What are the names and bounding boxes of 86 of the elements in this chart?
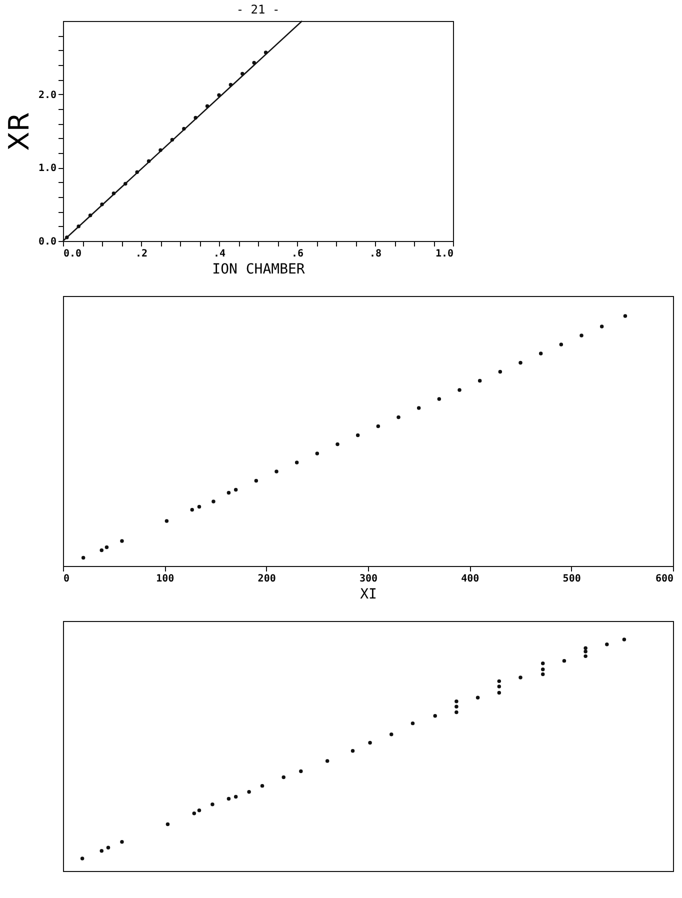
point bbox=[476, 696, 480, 700]
point bbox=[80, 856, 84, 860]
point bbox=[100, 548, 104, 552]
point bbox=[410, 721, 415, 726]
point bbox=[104, 545, 109, 550]
point bbox=[600, 324, 604, 328]
point bbox=[458, 388, 462, 392]
point bbox=[210, 802, 214, 806]
x-tick-label: 300 bbox=[359, 574, 378, 584]
point bbox=[390, 732, 394, 736]
point bbox=[336, 442, 340, 446]
point bbox=[315, 452, 320, 456]
point bbox=[584, 646, 588, 650]
point bbox=[433, 714, 437, 718]
point bbox=[540, 668, 545, 672]
x-tick-label: 1.0 bbox=[435, 248, 454, 260]
point bbox=[254, 478, 258, 483]
x-tick-label: 400 bbox=[461, 574, 480, 584]
point bbox=[498, 370, 502, 374]
point bbox=[497, 690, 502, 695]
point bbox=[559, 342, 564, 346]
point bbox=[325, 759, 330, 763]
point bbox=[234, 794, 238, 799]
point bbox=[164, 519, 169, 523]
y-axis-title: XR bbox=[2, 112, 36, 151]
point bbox=[622, 638, 626, 642]
point bbox=[580, 334, 584, 338]
y-tick-label: 0.0 bbox=[38, 236, 56, 248]
point bbox=[437, 397, 442, 401]
point bbox=[274, 470, 278, 474]
x-tick-label: 500 bbox=[562, 574, 581, 584]
point bbox=[518, 360, 522, 365]
text: - 21 - bbox=[236, 2, 280, 16]
point bbox=[368, 740, 372, 745]
x-tick-label: 200 bbox=[258, 574, 276, 584]
point bbox=[120, 840, 124, 844]
point bbox=[623, 314, 628, 318]
point bbox=[538, 352, 543, 356]
point bbox=[81, 556, 86, 560]
point bbox=[478, 378, 482, 383]
point bbox=[197, 504, 202, 509]
point bbox=[226, 490, 231, 495]
x-tick-label: .2 bbox=[135, 248, 148, 260]
point bbox=[282, 775, 286, 780]
point bbox=[376, 424, 380, 428]
point bbox=[299, 769, 303, 774]
point bbox=[562, 658, 566, 663]
point bbox=[584, 650, 588, 654]
y-tick-label: 1.0 bbox=[38, 163, 56, 174]
point bbox=[106, 846, 110, 850]
point bbox=[247, 790, 251, 794]
point bbox=[212, 500, 216, 504]
point bbox=[100, 848, 104, 853]
point bbox=[540, 672, 545, 676]
point bbox=[260, 784, 264, 788]
point bbox=[396, 415, 400, 420]
point bbox=[497, 684, 502, 688]
point bbox=[454, 710, 458, 714]
point bbox=[356, 433, 360, 438]
x-axis-title: ION CHAMBER bbox=[212, 262, 306, 278]
point bbox=[350, 748, 355, 753]
y-tick-label: 2.0 bbox=[38, 90, 56, 101]
point bbox=[192, 811, 196, 816]
point bbox=[197, 808, 202, 812]
point bbox=[540, 661, 545, 666]
point bbox=[416, 406, 421, 410]
point bbox=[190, 508, 194, 512]
x-tick-label: .8 bbox=[369, 248, 382, 260]
point bbox=[166, 822, 170, 826]
point bbox=[226, 796, 231, 801]
point bbox=[454, 699, 458, 704]
point bbox=[497, 679, 502, 684]
point bbox=[120, 539, 124, 543]
x-axis-title: XI bbox=[360, 586, 377, 602]
x-tick-label: 600 bbox=[655, 574, 674, 584]
x-tick-label: 0 bbox=[64, 574, 70, 584]
x-tick-label: .4 bbox=[213, 248, 226, 260]
point bbox=[605, 642, 609, 646]
point bbox=[454, 704, 458, 709]
point bbox=[294, 460, 299, 464]
point bbox=[518, 676, 522, 680]
x-tick-label: .6 bbox=[291, 248, 304, 260]
point bbox=[584, 654, 588, 658]
x-tick-label: 0.0 bbox=[64, 248, 82, 260]
x-tick-label: 100 bbox=[156, 574, 174, 584]
point bbox=[234, 488, 238, 492]
